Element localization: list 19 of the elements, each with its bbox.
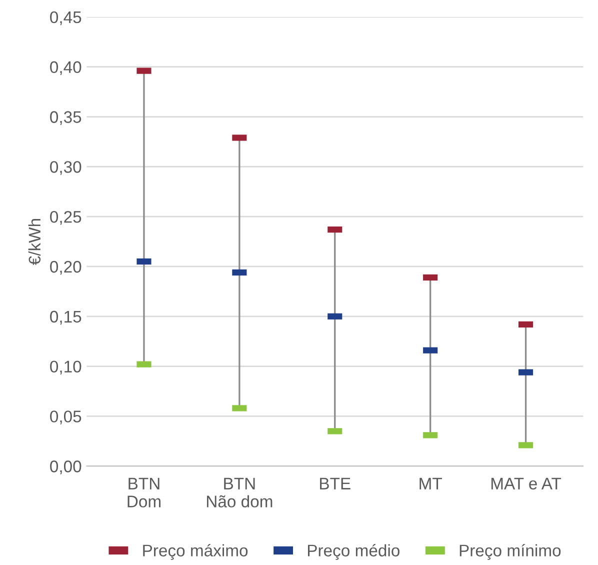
y-tick-label: 0,40: [50, 61, 82, 76]
y-tick-label: 0,10: [50, 360, 82, 374]
y-tick-label: 0,15: [50, 310, 82, 325]
x-tick-label: MAT e AT: [491, 478, 562, 490]
x-tick-label: BTE: [320, 478, 350, 490]
y-tick-label: 0,20: [50, 260, 82, 275]
y-tick-label: 0,35: [50, 111, 82, 125]
legend-label: Preço mínimo: [460, 544, 561, 560]
y-tick-label: 0,25: [50, 210, 82, 225]
x-tick-label: MT: [420, 478, 442, 490]
y-axis-title: €/kWh: [28, 219, 41, 266]
legend-label: Preço máximo: [143, 544, 248, 560]
y-tick-label: 0,30: [50, 161, 82, 175]
y-tick-label: 0,00: [50, 460, 82, 474]
legend-label: Preço médio: [308, 544, 400, 560]
y-tick-label: 0,45: [50, 11, 82, 26]
x-tick-label: BTN Não dom: [206, 478, 272, 508]
y-tick-label: 0,05: [50, 410, 82, 424]
x-tick-label: BTN Dom: [128, 478, 160, 508]
